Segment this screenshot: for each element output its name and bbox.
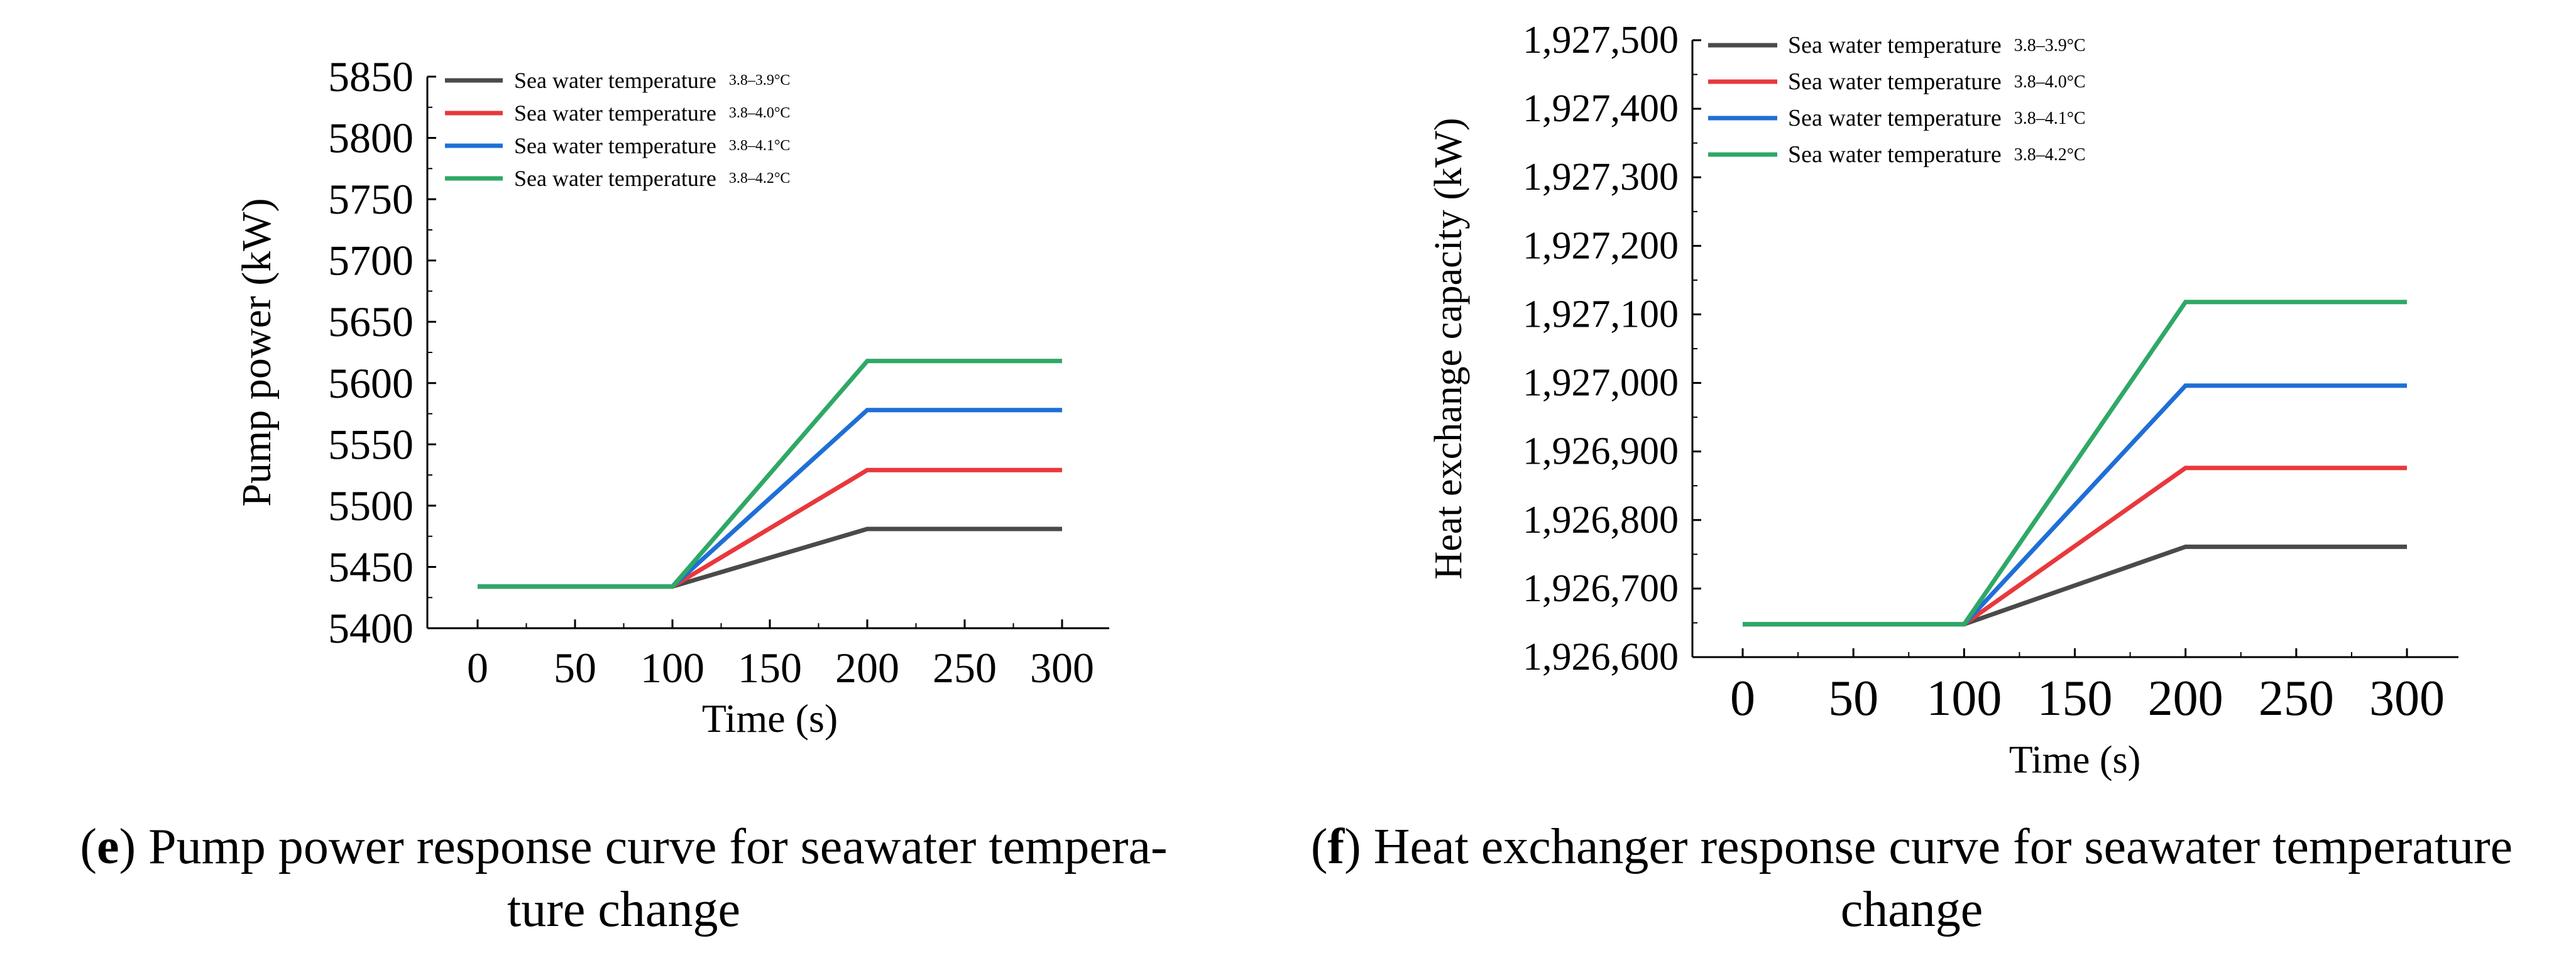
y-tick-label: 1,926,900 [1523, 430, 1679, 473]
legend-entry: Sea water temperature 3.8–4.2°C [1788, 141, 2086, 168]
legend-range: 3.8–4.2°C [2014, 145, 2086, 165]
y-tick-label: 5800 [328, 114, 414, 162]
x-tick-label: 150 [2037, 671, 2113, 726]
y-tick-label: 5500 [328, 482, 414, 530]
y-tick-label: 1,926,700 [1523, 567, 1679, 610]
x-tick-label: 200 [2148, 671, 2223, 726]
legend-range: 3.8–4.0°C [2014, 72, 2086, 92]
series-line-3.8–4.1°C [1743, 383, 2407, 627]
legend-entry: Sea water temperature 3.8–4.1°C [514, 133, 790, 158]
pump-power-chart: 5400 5450 5500 5550 5600 5650 5700 5750 5800 5850… [234, 53, 1109, 741]
x-axis-label: Time (s) [702, 696, 838, 741]
legend-label: Sea water temperature [514, 68, 716, 93]
y-tick-label: 1,927,300 [1523, 156, 1679, 199]
y-tick-label: 5550 [328, 420, 414, 468]
caption-f-label: f [1327, 819, 1345, 874]
caption-e-label: e [96, 819, 119, 874]
x-tick-label: 0 [1730, 671, 1755, 726]
x-tick-label: 300 [2369, 671, 2445, 726]
y-tick-label: 5700 [328, 237, 414, 285]
x-tick-label: 50 [1828, 671, 1878, 726]
y-tick-label: 1,927,400 [1523, 87, 1679, 130]
y-tick-label: 1,926,800 [1523, 499, 1679, 542]
series-line-3.8–4.2°C [1743, 300, 2407, 627]
y-tick-label: 1,927,000 [1523, 362, 1679, 405]
legend-label: Sea water temperature [514, 166, 716, 191]
heat-exchange-chart: 1,926,600 1,926,700 1,926,800 1,926,900 1,92… [1427, 19, 2458, 781]
y-tick-label: 1,927,100 [1523, 293, 1679, 335]
series-line-3.8–4.2°C [478, 359, 1062, 589]
legend-range: 3.8–4.1°C [2014, 109, 2086, 128]
legend-entry: Sea water temperature 3.8–3.9°C [1788, 32, 2086, 58]
legend-label: Sea water temperature [514, 101, 716, 126]
y-tick-label: 1,927,500 [1523, 19, 1679, 62]
caption-e: (e) Pump power response curve for seawat… [0, 815, 1247, 941]
legend-label: Sea water temperature [1788, 141, 2002, 168]
x-tick-label: 150 [738, 644, 802, 692]
x-tick-label: 0 [467, 644, 488, 692]
y-tick-label: 5750 [328, 175, 414, 223]
y-tick-label: 5450 [328, 543, 414, 591]
y-tick-label: 1,927,200 [1523, 224, 1679, 267]
caption-f: (f) Heat exchanger response curve for se… [1247, 815, 2576, 941]
legend-entry: Sea water temperature 3.8–4.2°C [514, 166, 790, 191]
caption-f-line-2: change [1840, 882, 1983, 937]
y-tick-label: 5650 [328, 298, 414, 346]
series-line-3.8–3.9°C [1743, 544, 2407, 627]
legend-range: 3.8–4.2°C [729, 170, 791, 187]
legend-entry: Sea water temperature 3.8–4.0°C [514, 101, 790, 126]
legend-label: Sea water temperature [1788, 105, 2002, 131]
y-tick-label: 5850 [328, 53, 414, 101]
caption-e-line-1: (e) Pump power response curve for seawat… [80, 819, 1168, 874]
y-axis-label: Pump power (kW) [234, 198, 280, 506]
x-tick-label: 250 [2259, 671, 2334, 726]
y-tick-label: 1,926,600 [1523, 636, 1679, 678]
legend-range: 3.8–4.0°C [729, 105, 791, 121]
x-axis-label: Time (s) [2009, 739, 2141, 781]
legend-entry: Sea water temperature 3.8–4.1°C [1788, 105, 2086, 131]
legend-label: Sea water temperature [514, 133, 716, 158]
x-tick-label: 250 [933, 644, 997, 692]
series-line-3.8–3.9°C [478, 526, 1062, 589]
legend-entry: Sea water temperature 3.8–3.9°C [514, 68, 790, 93]
x-tick-label: 50 [554, 644, 596, 692]
y-tick-label: 5400 [328, 604, 414, 652]
legend-range: 3.8–4.1°C [729, 138, 791, 154]
caption-e-line-2: ture change [507, 882, 740, 937]
x-tick-label: 100 [640, 644, 704, 692]
legend-entry: Sea water temperature 3.8–4.0°C [1788, 68, 2086, 95]
x-tick-label: 100 [1926, 671, 2002, 726]
legend-range: 3.8–3.9°C [2014, 36, 2086, 55]
x-tick-label: 300 [1030, 644, 1094, 692]
y-axis-label: Heat exchange capacity (kW) [1427, 118, 1470, 580]
legend-range: 3.8–3.9°C [729, 72, 791, 89]
legend-label: Sea water temperature [1788, 68, 2002, 95]
y-tick-label: 5600 [328, 359, 414, 407]
caption-f-line-1: (f) Heat exchanger response curve for se… [1310, 819, 2513, 874]
x-tick-label: 200 [835, 644, 899, 692]
series-line-3.8–4.1°C [478, 408, 1062, 589]
caption-f-text-1: Heat exchanger response curve for seawat… [1361, 819, 2513, 874]
caption-e-text-1: Pump power response curve for seawater t… [136, 819, 1168, 874]
legend-label: Sea water temperature [1788, 32, 2002, 58]
